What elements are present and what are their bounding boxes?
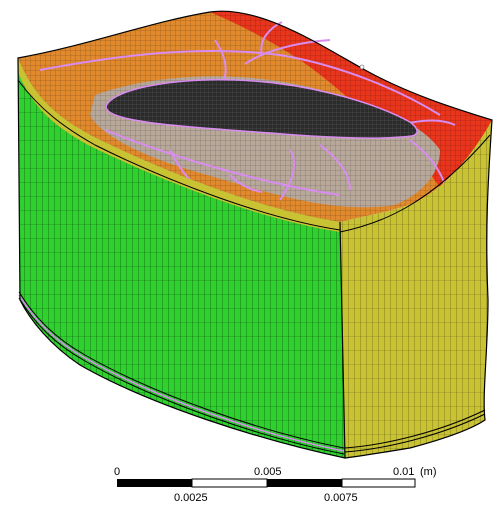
blade-outline: [105, 78, 418, 139]
side-face-hmesh: [340, 120, 492, 458]
front-face-green-hmesh: [18, 58, 345, 458]
scale-label-00075: 0.0075: [324, 492, 358, 504]
scale-label-00025: 0.0025: [174, 492, 208, 504]
block-edges: [39, 21, 456, 201]
front-face-violet-band: [18, 294, 345, 452]
scale-label-0005: 0.005: [254, 466, 282, 478]
scale-bar: 0 0.005 0.01 (m) 0.0025 0.0075: [114, 466, 437, 504]
scale-segment-1: [117, 479, 192, 487]
side-face-bands: [339, 134, 491, 453]
scale-segment-4: [341, 478, 416, 488]
scale-segment-3: [267, 479, 342, 487]
scale-unit: (m): [420, 466, 437, 478]
scale-label-0: 0: [114, 466, 120, 478]
front-face-bands: [17, 79, 345, 455]
mesh-outline: [17, 10, 493, 459]
scale-label-001: 0.01: [393, 466, 414, 478]
scale-segment-2: [191, 478, 268, 488]
blade-mesh: [106, 79, 418, 139]
front-side-edge: [339, 221, 346, 459]
marker-point: [359, 64, 365, 70]
